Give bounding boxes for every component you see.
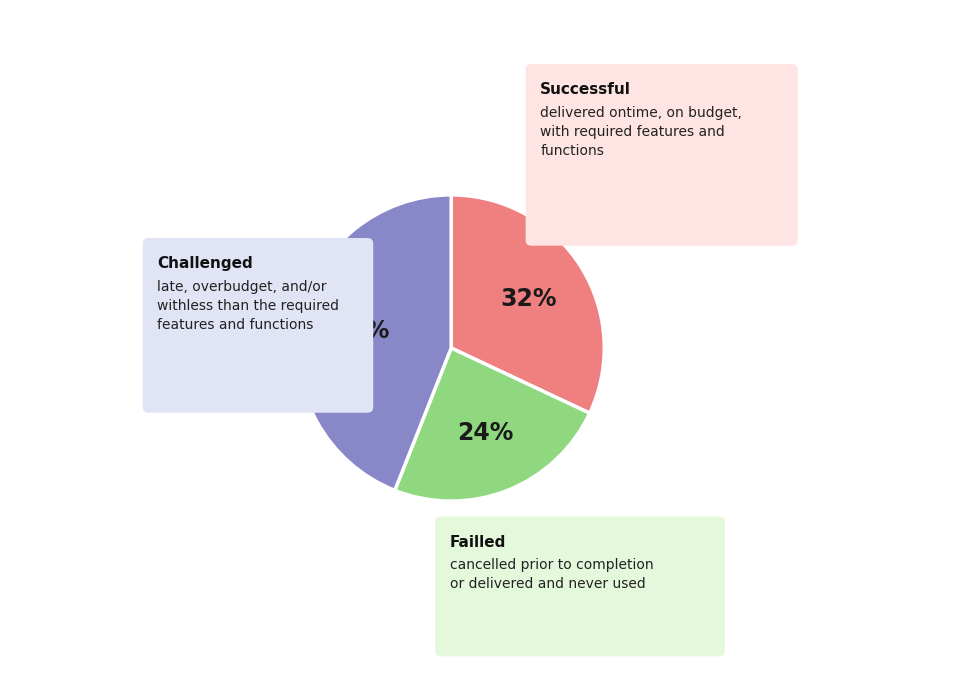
Text: late, overbudget, and/or
withless than the required
features and functions: late, overbudget, and/or withless than t… bbox=[157, 280, 339, 332]
FancyBboxPatch shape bbox=[435, 516, 724, 656]
Text: delivered ontime, on budget,
with required features and
functions: delivered ontime, on budget, with requir… bbox=[540, 106, 742, 158]
Wedge shape bbox=[395, 348, 590, 501]
Text: 24%: 24% bbox=[457, 421, 513, 445]
Wedge shape bbox=[451, 195, 604, 413]
Text: 44%: 44% bbox=[332, 319, 389, 343]
Text: Challenged: Challenged bbox=[157, 256, 253, 271]
Text: Failled: Failled bbox=[449, 535, 506, 550]
Text: Successful: Successful bbox=[540, 82, 631, 97]
Text: 32%: 32% bbox=[500, 287, 557, 311]
Wedge shape bbox=[298, 195, 451, 491]
FancyBboxPatch shape bbox=[526, 64, 798, 246]
Text: cancelled prior to completion
or delivered and never used: cancelled prior to completion or deliver… bbox=[449, 558, 653, 591]
FancyBboxPatch shape bbox=[143, 238, 374, 413]
